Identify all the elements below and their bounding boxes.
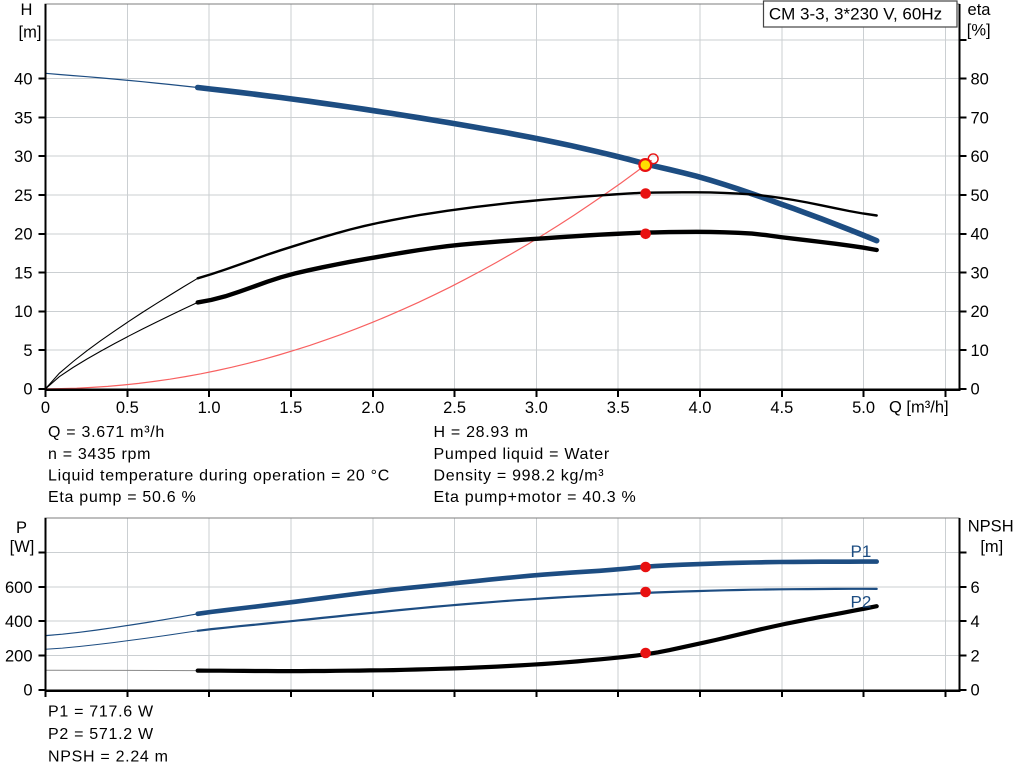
svg-text:5: 5	[23, 342, 32, 360]
svg-text:200: 200	[5, 647, 33, 665]
svg-text:6: 6	[971, 579, 980, 597]
svg-text:[W]: [W]	[10, 538, 35, 556]
svg-text:Liquid temperature during oper: Liquid temperature during operation = 20…	[48, 468, 390, 485]
svg-text:CM 3-3, 3*230 V, 60Hz: CM 3-3, 3*230 V, 60Hz	[769, 4, 942, 23]
svg-text:2.0: 2.0	[361, 399, 384, 417]
svg-text:H: H	[21, 1, 33, 19]
svg-text:400: 400	[5, 613, 33, 631]
svg-text:15: 15	[14, 264, 32, 282]
svg-text:H = 28.93 m: H = 28.93 m	[434, 424, 529, 441]
svg-text:[m]: [m]	[19, 24, 42, 42]
svg-text:1.5: 1.5	[279, 399, 302, 417]
svg-text:0: 0	[41, 399, 50, 417]
svg-text:4: 4	[971, 613, 980, 631]
svg-text:n = 3435 rpm: n = 3435 rpm	[48, 446, 151, 463]
svg-text:3.5: 3.5	[607, 399, 630, 417]
svg-text:4.5: 4.5	[770, 399, 793, 417]
svg-text:eta: eta	[968, 1, 992, 19]
svg-text:[%]: [%]	[967, 22, 991, 40]
svg-text:Eta pump = 50.6 %: Eta pump = 50.6 %	[48, 489, 196, 506]
svg-text:20: 20	[971, 303, 989, 321]
svg-text:P2: P2	[851, 593, 872, 612]
svg-text:0: 0	[971, 682, 980, 700]
svg-text:2.5: 2.5	[443, 399, 466, 417]
svg-text:10: 10	[14, 303, 32, 321]
svg-text:40: 40	[971, 226, 989, 244]
svg-text:25: 25	[14, 187, 32, 205]
svg-text:0: 0	[971, 381, 980, 399]
svg-text:80: 80	[971, 71, 989, 89]
svg-text:0: 0	[23, 682, 32, 700]
svg-text:20: 20	[14, 226, 32, 244]
svg-text:4.0: 4.0	[689, 399, 712, 417]
svg-text:10: 10	[971, 342, 989, 360]
svg-text:1.0: 1.0	[198, 399, 221, 417]
svg-text:[m]: [m]	[980, 538, 1003, 556]
svg-text:NPSH: NPSH	[968, 518, 1014, 536]
svg-text:30: 30	[14, 148, 32, 166]
svg-text:0.5: 0.5	[116, 399, 139, 417]
svg-text:50: 50	[971, 187, 989, 205]
svg-text:P1 = 717.6 W: P1 = 717.6 W	[48, 704, 154, 721]
svg-text:70: 70	[971, 109, 989, 127]
svg-text:P1: P1	[851, 542, 872, 561]
svg-text:60: 60	[971, 148, 989, 166]
svg-text:5.0: 5.0	[852, 399, 875, 417]
svg-text:P: P	[16, 519, 27, 537]
svg-text:Q [m³/h]: Q [m³/h]	[889, 399, 949, 417]
svg-text:600: 600	[5, 579, 33, 597]
svg-text:30: 30	[971, 264, 989, 282]
svg-text:NPSH = 2.24 m: NPSH = 2.24 m	[48, 749, 169, 766]
svg-text:2: 2	[971, 647, 980, 665]
svg-text:P2 = 571.2 W: P2 = 571.2 W	[48, 726, 154, 743]
svg-text:Eta pump+motor = 40.3 %: Eta pump+motor = 40.3 %	[434, 489, 637, 506]
svg-text:Density = 998.2 kg/m³: Density = 998.2 kg/m³	[434, 468, 605, 485]
svg-text:Pumped liquid = Water: Pumped liquid = Water	[434, 446, 610, 463]
svg-text:35: 35	[14, 109, 32, 127]
svg-text:Q = 3.671 m³/h: Q = 3.671 m³/h	[48, 424, 165, 441]
svg-text:0: 0	[23, 381, 32, 399]
svg-text:3.0: 3.0	[525, 399, 548, 417]
svg-text:40: 40	[14, 71, 32, 89]
